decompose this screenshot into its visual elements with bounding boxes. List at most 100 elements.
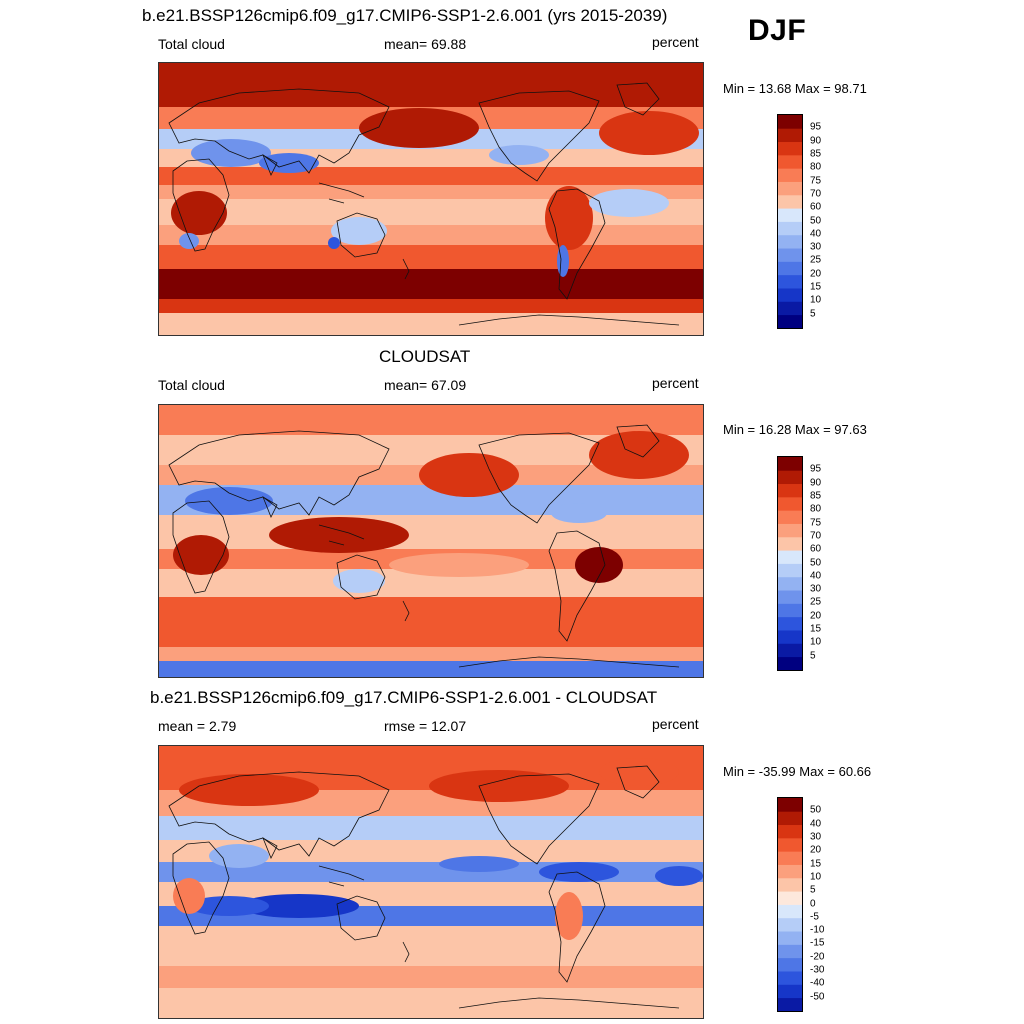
panel-1-colorbar — [777, 114, 803, 329]
colorbar-swatch — [778, 523, 802, 538]
colorbar-swatch — [778, 837, 802, 852]
colorbar-swatch — [778, 221, 802, 236]
panel-3-units-label: percent — [652, 716, 699, 732]
colorbar-tick-label: 10 — [810, 871, 822, 883]
colorbar-tick-label: 20 — [810, 844, 822, 856]
panel-2-colorbar — [777, 456, 803, 671]
colorbar-tick-label: -40 — [810, 977, 825, 989]
colorbar-swatch — [778, 917, 802, 932]
colorbar-swatch — [778, 141, 802, 156]
colorbar-swatch — [778, 997, 802, 1011]
colorbar-swatch — [778, 590, 802, 604]
colorbar-swatch — [778, 891, 802, 905]
colorbar-tick-label: -20 — [810, 951, 825, 963]
panel-3-colorbar — [777, 797, 803, 1012]
panel-2-map-field — [159, 405, 703, 677]
colorbar-swatch — [778, 128, 802, 143]
colorbar-tick-label: -10 — [810, 924, 825, 936]
colorbar-tick-label: -15 — [810, 937, 825, 949]
colorbar-swatch — [778, 603, 802, 618]
colorbar-tick-label: 10 — [810, 294, 822, 306]
colorbar-swatch — [778, 984, 802, 999]
colorbar-tick-label: 40 — [810, 228, 822, 240]
colorbar-tick-label: 25 — [810, 596, 822, 608]
colorbar-swatch — [778, 877, 802, 892]
panel-3-colorbar-ticks: 50 40 30 20 15 10 5 0 -5 -10 -15 -20 -30 -40 -50 — [810, 797, 870, 1010]
colorbar-swatch — [778, 470, 802, 485]
colorbar-swatch — [778, 904, 802, 919]
panel-1-map-field — [159, 63, 703, 335]
colorbar-swatch — [778, 851, 802, 865]
panel-2-variable-label: Total cloud — [158, 377, 225, 393]
colorbar-tick-label: 70 — [810, 530, 822, 542]
colorbar-swatch — [778, 656, 802, 670]
panel-3-minmax: Min = -35.99 Max = 60.66 — [723, 764, 872, 779]
colorbar-swatch — [778, 510, 802, 524]
colorbar-tick-label: 15 — [810, 858, 822, 870]
colorbar-swatch — [778, 301, 802, 316]
colorbar-swatch — [778, 181, 802, 196]
panel-1-mean-label: mean= 69.88 — [384, 36, 467, 52]
colorbar-tick-label: 50 — [810, 804, 822, 816]
colorbar-tick-label: 25 — [810, 254, 822, 266]
colorbar-tick-label: -5 — [810, 911, 819, 923]
colorbar-swatch — [778, 957, 802, 972]
colorbar-swatch — [778, 824, 802, 839]
colorbar-tick-label: 30 — [810, 241, 822, 253]
colorbar-swatch — [778, 536, 802, 551]
panel-2-colorbar-ticks: 95 90 85 80 75 70 60 50 40 30 25 20 15 10 5 — [810, 456, 870, 669]
colorbar-swatch — [778, 168, 802, 182]
colorbar-tick-label: 5 — [810, 650, 816, 662]
colorbar-tick-label: -30 — [810, 964, 825, 976]
colorbar-tick-label: 85 — [810, 148, 822, 160]
colorbar-tick-label: 60 — [810, 543, 822, 555]
colorbar-swatch — [778, 971, 802, 985]
colorbar-swatch — [778, 288, 802, 302]
colorbar-swatch — [778, 314, 802, 328]
colorbar-tick-label: 85 — [810, 490, 822, 502]
colorbar-swatch — [778, 194, 802, 209]
colorbar-tick-label: 75 — [810, 517, 822, 529]
colorbar-swatch — [778, 115, 802, 129]
colorbar-swatch — [778, 483, 802, 498]
colorbar-swatch — [778, 630, 802, 644]
colorbar-swatch — [778, 274, 802, 289]
colorbar-tick-label: 10 — [810, 636, 822, 648]
panel-2-title: CLOUDSAT — [379, 347, 471, 366]
colorbar-tick-label: 70 — [810, 188, 822, 200]
colorbar-swatch — [778, 643, 802, 658]
colorbar-tick-label: 5 — [810, 884, 816, 896]
panel-2-minmax: Min = 16.28 Max = 97.63 — [723, 422, 867, 437]
panel-2-units-label: percent — [652, 375, 699, 391]
colorbar-tick-label: 5 — [810, 308, 816, 320]
colorbar-tick-label: 40 — [810, 818, 822, 830]
colorbar-swatch — [778, 798, 802, 812]
colorbar-tick-label: 95 — [810, 121, 822, 133]
colorbar-swatch — [778, 248, 802, 262]
colorbar-swatch — [778, 576, 802, 591]
panel-3-title: b.e21.BSSP126cmip6.f09_g17.CMIP6-SSP1-2.… — [150, 688, 658, 707]
colorbar-tick-label: -50 — [810, 991, 825, 1003]
panel-2-map — [158, 404, 704, 678]
colorbar-tick-label: 50 — [810, 557, 822, 568]
colorbar-tick-label: 90 — [810, 477, 822, 489]
colorbar-tick-label: 75 — [810, 175, 822, 187]
colorbar-tick-label: 30 — [810, 583, 822, 595]
colorbar-swatch — [778, 208, 802, 222]
colorbar-tick-label: 15 — [810, 623, 822, 635]
colorbar-swatch — [778, 234, 802, 249]
colorbar-swatch — [778, 944, 802, 959]
colorbar-tick-label: 60 — [810, 201, 822, 213]
panel-1-title: b.e21.BSSP126cmip6.f09_g17.CMIP6-SSP1-2.… — [142, 6, 668, 25]
colorbar-tick-label: 40 — [810, 570, 822, 582]
colorbar-swatch — [778, 931, 802, 945]
panel-3-map — [158, 745, 704, 1019]
colorbar-tick-label: 0 — [810, 898, 816, 909]
colorbar-swatch — [778, 563, 802, 578]
colorbar-tick-label: 90 — [810, 135, 822, 147]
season-label: DJF — [748, 14, 807, 47]
panel-3-map-field — [159, 746, 703, 1018]
panel-3-rmse-label: rmse = 12.07 — [384, 718, 467, 734]
panel-1-minmax: Min = 13.68 Max = 98.71 — [723, 81, 867, 96]
colorbar-tick-label: 95 — [810, 463, 822, 475]
